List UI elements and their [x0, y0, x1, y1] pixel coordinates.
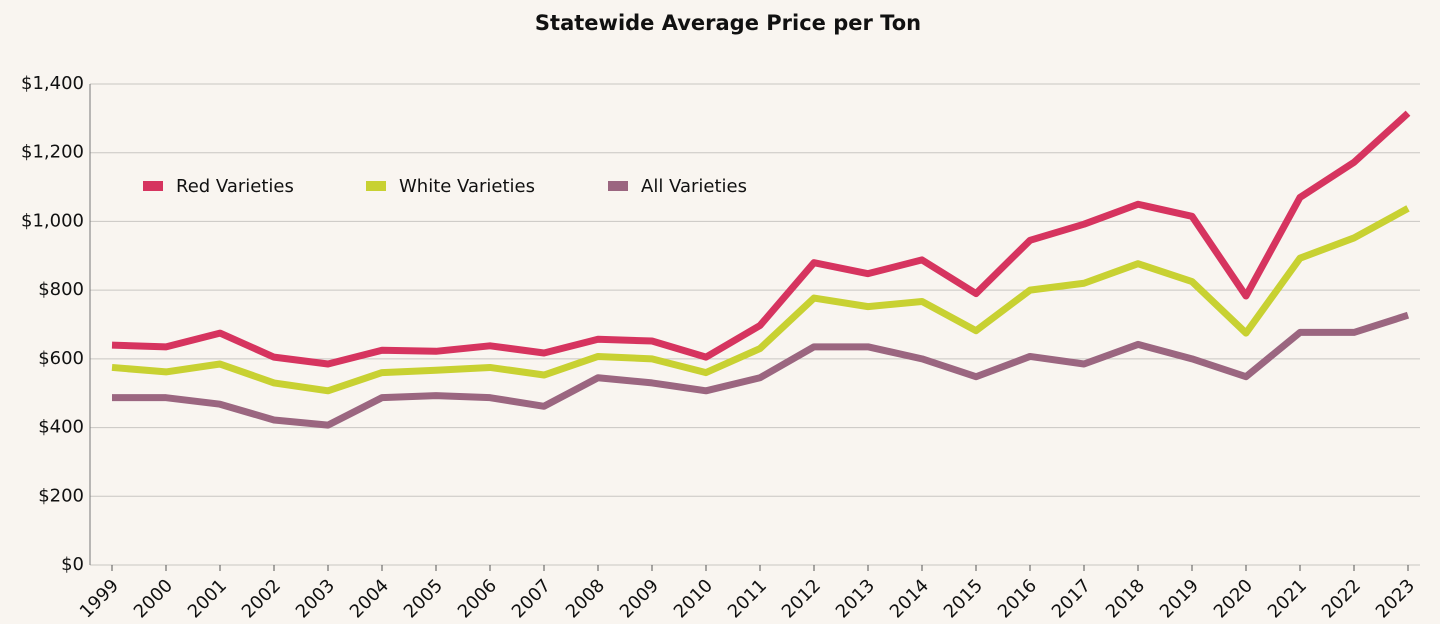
series-line [111, 205, 1410, 395]
legend-label: All Varieties [641, 176, 747, 197]
chart-title: Statewide Average Price per Ton [535, 11, 921, 35]
y-tick-label: $1,400 [21, 73, 84, 94]
y-tick-label: $800 [38, 279, 84, 300]
y-tick-label: $600 [38, 348, 84, 369]
legend-label: White Varieties [399, 176, 535, 197]
legend-label: Red Varieties [176, 176, 294, 197]
series-line [111, 110, 1411, 368]
legend-swatch [608, 181, 628, 191]
y-tick-label: $400 [38, 417, 84, 438]
series-line [112, 311, 1410, 429]
legend-swatch [366, 181, 386, 191]
y-tick-label: $0 [61, 554, 84, 575]
y-tick-label: $200 [38, 485, 84, 506]
y-tick-label: $1,000 [21, 210, 84, 231]
legend-swatch [143, 181, 163, 191]
y-tick-label: $1,200 [21, 142, 84, 163]
